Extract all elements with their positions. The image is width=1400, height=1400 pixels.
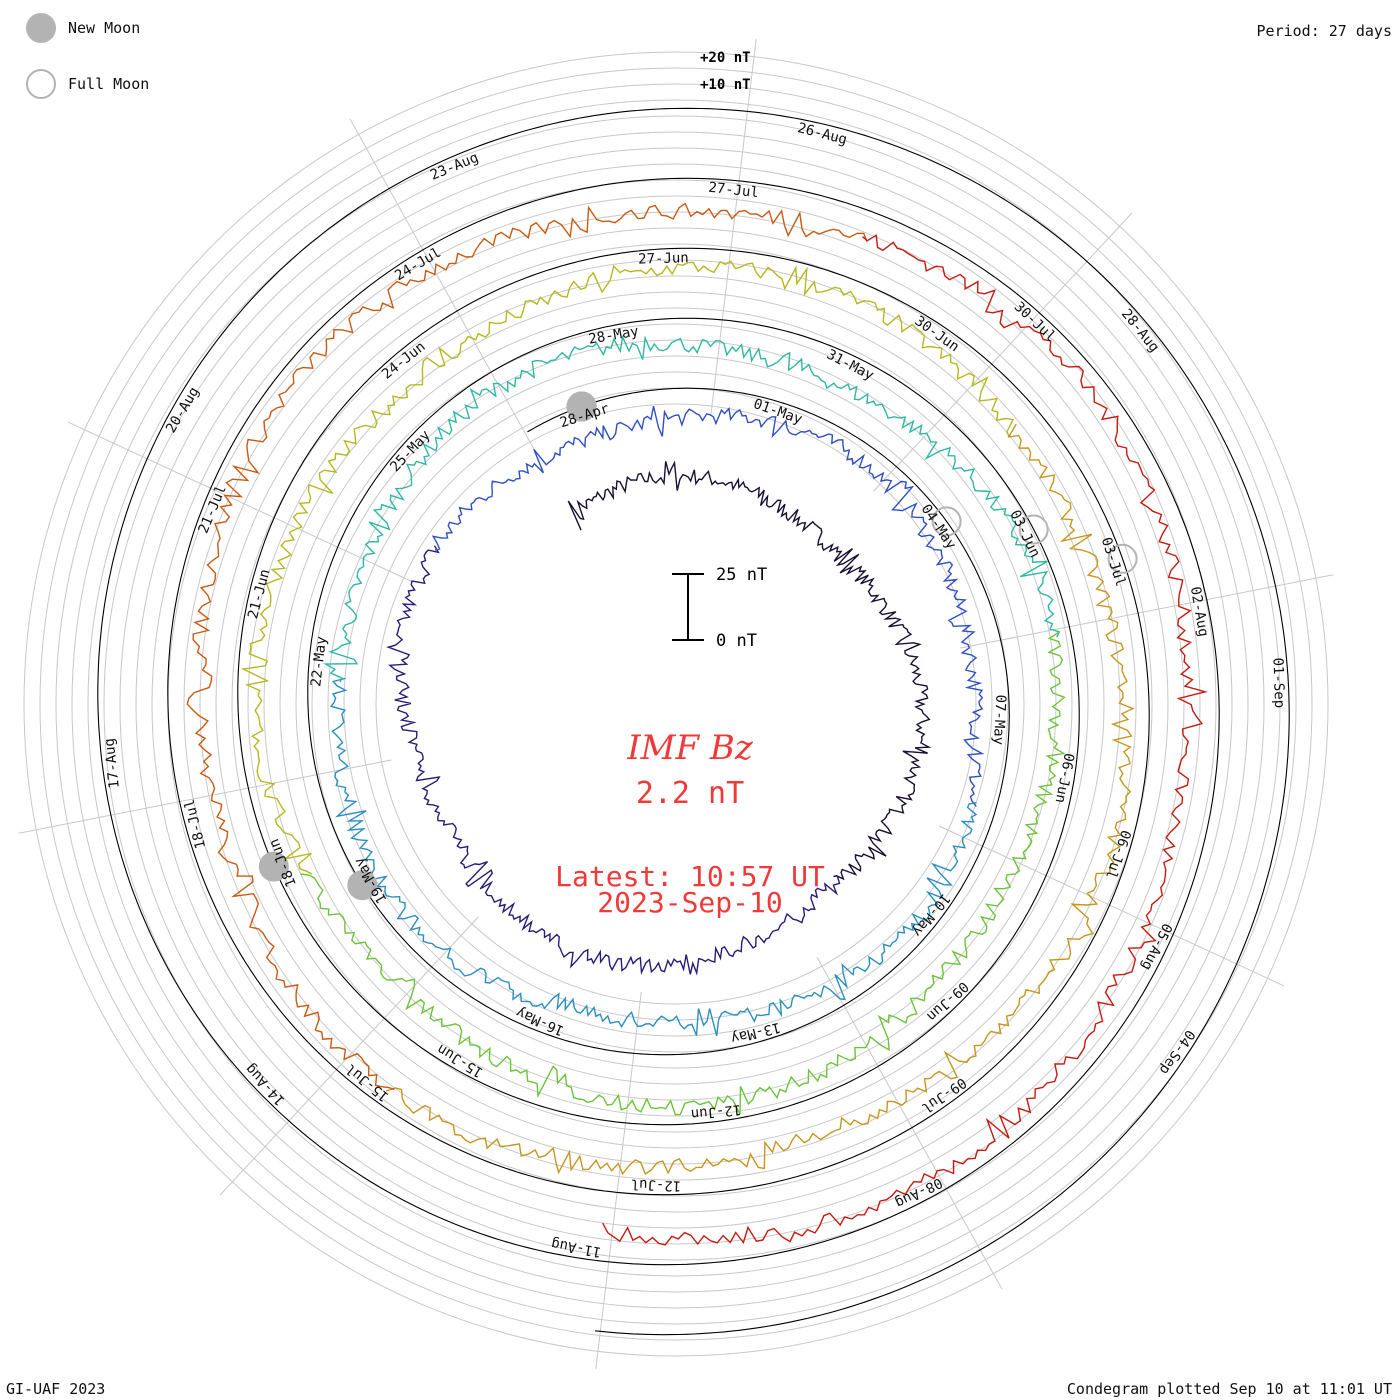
data-traces bbox=[97, 107, 1290, 1336]
day-spoke bbox=[595, 991, 642, 1370]
grid-ring bbox=[119, 147, 1233, 1261]
trace-segment bbox=[386, 545, 841, 976]
date-label: 01-May bbox=[751, 396, 804, 428]
grid-ring bbox=[151, 179, 1201, 1229]
grid-ring bbox=[247, 275, 1105, 1133]
date-label: 23-Aug bbox=[428, 150, 481, 184]
grid-ring bbox=[135, 163, 1217, 1245]
grid-ring bbox=[343, 371, 1009, 1037]
date-label: 21-Jul bbox=[196, 483, 230, 536]
date-label: 09-Jun bbox=[923, 978, 971, 1024]
grid-ring bbox=[55, 83, 1297, 1325]
trace-segment bbox=[602, 234, 1208, 1246]
new-moon-marker bbox=[347, 870, 378, 901]
scale-bar: 25 nT 0 nT bbox=[672, 565, 767, 651]
parameter-title-text: IMF Bz bbox=[627, 728, 753, 768]
ring-scale-labels: +20 nT +10 nT bbox=[700, 50, 751, 93]
day-spokes bbox=[18, 38, 1334, 1370]
date-label: 12-Jul bbox=[630, 1176, 681, 1194]
date-label: 07-May bbox=[990, 694, 1008, 745]
credit-label: GI-UAF 2023 bbox=[6, 1380, 106, 1398]
day-spoke bbox=[219, 916, 480, 1196]
grid-ring bbox=[375, 403, 977, 1005]
current-value: 2.2 nT bbox=[635, 776, 745, 811]
latest-date: 2023-Sep-10 bbox=[597, 886, 783, 919]
day-spoke bbox=[816, 957, 1003, 1290]
grid-ring bbox=[263, 291, 1089, 1117]
date-labels: 28-Apr 01-May04-May07-May10-May13-May16-M… bbox=[102, 120, 1288, 1260]
new-moon-marker bbox=[258, 851, 289, 882]
scale-bottom-label: 0 nT bbox=[716, 631, 757, 651]
moon-markers bbox=[258, 391, 1138, 901]
date-label: 31-May bbox=[824, 347, 876, 384]
scale-top-label: 25 nT bbox=[716, 565, 767, 585]
trace-segment bbox=[329, 677, 978, 1036]
full-moon-icon bbox=[26, 69, 56, 99]
date-label: 27-Jun bbox=[638, 250, 689, 267]
grid-ring bbox=[215, 243, 1137, 1165]
plotted-label: Condegram plotted Sep 10 at 11:01 UT bbox=[1066, 1380, 1392, 1398]
day-spoke bbox=[18, 759, 392, 834]
date-label: 02-Aug bbox=[1187, 585, 1212, 638]
ring-scale-label: +20 nT bbox=[700, 50, 751, 66]
full-moon-marker bbox=[566, 391, 597, 422]
grid-ring bbox=[167, 195, 1185, 1213]
date-label: 01-Sep bbox=[1269, 657, 1287, 708]
full-moon-marker bbox=[1107, 543, 1138, 574]
legend-full-moon-label: Full Moon bbox=[68, 75, 150, 93]
date-label: 09-Jul bbox=[918, 1074, 969, 1116]
trace-segment bbox=[186, 202, 868, 1091]
day-spoke bbox=[960, 574, 1334, 649]
date-label: 11-Aug bbox=[550, 1235, 603, 1260]
trace-segment bbox=[567, 460, 932, 881]
grid-ring bbox=[87, 115, 1265, 1293]
day-spoke bbox=[67, 421, 414, 583]
grid-ring bbox=[279, 307, 1073, 1101]
date-label: 13-May bbox=[729, 1019, 782, 1046]
full-moon-marker bbox=[1018, 514, 1049, 545]
ring-scale-label: +10 nT bbox=[700, 77, 751, 93]
trace-segment bbox=[240, 260, 1015, 875]
grid-ring bbox=[39, 67, 1313, 1341]
latest-time: Latest: 10:57 UT bbox=[555, 860, 825, 893]
day-spoke bbox=[938, 825, 1285, 987]
legend-new-moon: New Moon bbox=[26, 13, 140, 43]
full-moon-marker bbox=[931, 506, 962, 537]
trace-segment bbox=[322, 334, 1061, 683]
grid-ring bbox=[183, 211, 1169, 1197]
trace-segment bbox=[300, 631, 1066, 1116]
period-label: Period: 27 days bbox=[1256, 22, 1392, 40]
zero-reference-spiral bbox=[97, 107, 1290, 1336]
day-spoke bbox=[872, 212, 1133, 492]
date-label: 17-Aug bbox=[102, 737, 123, 789]
trace-segment bbox=[431, 405, 985, 807]
grid-ring bbox=[327, 355, 1025, 1053]
date-label: 28-Aug bbox=[1118, 306, 1162, 355]
grid-ring bbox=[199, 227, 1153, 1181]
date-label: 22-May bbox=[308, 635, 330, 687]
day-spoke bbox=[710, 38, 757, 417]
date-label: 20-Aug bbox=[163, 384, 203, 436]
trace-segment bbox=[385, 423, 1135, 1176]
grid-ring bbox=[23, 51, 1329, 1357]
new-moon-icon bbox=[26, 13, 56, 43]
grid-ring bbox=[103, 131, 1249, 1277]
grid-ring bbox=[71, 99, 1281, 1309]
day-spoke bbox=[349, 118, 536, 451]
grid-ring bbox=[231, 259, 1121, 1149]
date-label: 12-Jun bbox=[690, 1101, 742, 1122]
parameter-title: IMF Bz bbox=[0, 728, 1380, 768]
date-label: 27-Jul bbox=[708, 180, 760, 202]
legend-full-moon: Full Moon bbox=[26, 69, 149, 99]
legend-new-moon-label: New Moon bbox=[68, 19, 141, 37]
